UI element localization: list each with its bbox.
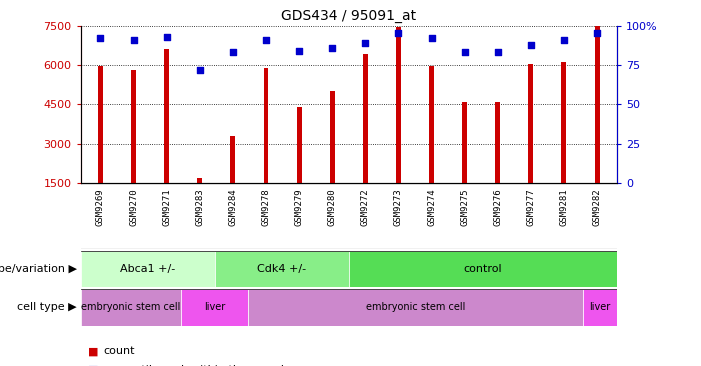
Point [294, 48, 305, 54]
Text: liver: liver [590, 302, 611, 313]
Text: GSM9277: GSM9277 [526, 188, 536, 226]
Point [327, 45, 338, 51]
Bar [583, 289, 617, 326]
Bar [197, 178, 203, 183]
Text: GSM9272: GSM9272 [361, 188, 370, 226]
Text: GSM9274: GSM9274 [427, 188, 436, 226]
Bar [349, 251, 617, 287]
Point [95, 35, 106, 41]
Point [360, 40, 371, 46]
Bar [98, 66, 103, 183]
Bar [529, 64, 533, 183]
Text: embryonic stem cell: embryonic stem cell [366, 302, 465, 313]
Text: ■: ■ [88, 346, 98, 356]
Point [459, 49, 470, 55]
Text: GSM9273: GSM9273 [394, 188, 403, 226]
Bar [297, 107, 301, 183]
Text: GSM9270: GSM9270 [129, 188, 138, 226]
Bar [562, 62, 566, 183]
Point [194, 67, 205, 72]
Bar [329, 91, 334, 183]
Point [492, 49, 503, 55]
Point [426, 35, 437, 41]
Text: cell type ▶: cell type ▶ [18, 302, 77, 313]
Bar [363, 55, 368, 183]
Text: GSM9282: GSM9282 [592, 188, 601, 226]
Text: ■: ■ [88, 365, 98, 366]
Point [260, 37, 271, 43]
Text: genotype/variation ▶: genotype/variation ▶ [0, 264, 77, 274]
Bar [231, 136, 236, 183]
Bar [81, 251, 215, 287]
Point [558, 37, 569, 43]
Bar [462, 102, 467, 183]
Text: GSM9284: GSM9284 [229, 188, 238, 226]
Text: liver: liver [204, 302, 225, 313]
Text: GSM9283: GSM9283 [196, 188, 204, 226]
Bar [495, 102, 501, 183]
Text: GSM9275: GSM9275 [460, 188, 469, 226]
Text: Abca1 +/-: Abca1 +/- [120, 264, 175, 274]
Bar [81, 289, 181, 326]
Bar [181, 289, 248, 326]
Text: GSM9281: GSM9281 [559, 188, 569, 226]
Bar [215, 251, 349, 287]
Text: percentile rank within the sample: percentile rank within the sample [103, 365, 291, 366]
Text: embryonic stem cell: embryonic stem cell [81, 302, 181, 313]
Text: control: control [463, 264, 502, 274]
Text: GSM9278: GSM9278 [261, 188, 271, 226]
Bar [264, 68, 268, 183]
Bar [164, 49, 169, 183]
Point [393, 31, 404, 37]
Bar [248, 289, 583, 326]
Text: GSM9276: GSM9276 [494, 188, 502, 226]
Title: GDS434 / 95091_at: GDS434 / 95091_at [281, 9, 416, 23]
Point [161, 34, 172, 40]
Text: Cdk4 +/-: Cdk4 +/- [257, 264, 306, 274]
Point [128, 37, 139, 43]
Text: GSM9271: GSM9271 [162, 188, 171, 226]
Point [592, 31, 603, 37]
Point [227, 49, 238, 55]
Bar [594, 26, 599, 183]
Point [525, 42, 536, 48]
Text: GSM9269: GSM9269 [96, 188, 105, 226]
Text: count: count [103, 346, 135, 356]
Text: GSM9280: GSM9280 [327, 188, 336, 226]
Text: GSM9279: GSM9279 [294, 188, 304, 226]
Bar [396, 27, 401, 183]
Bar [429, 66, 434, 183]
Bar [131, 70, 136, 183]
